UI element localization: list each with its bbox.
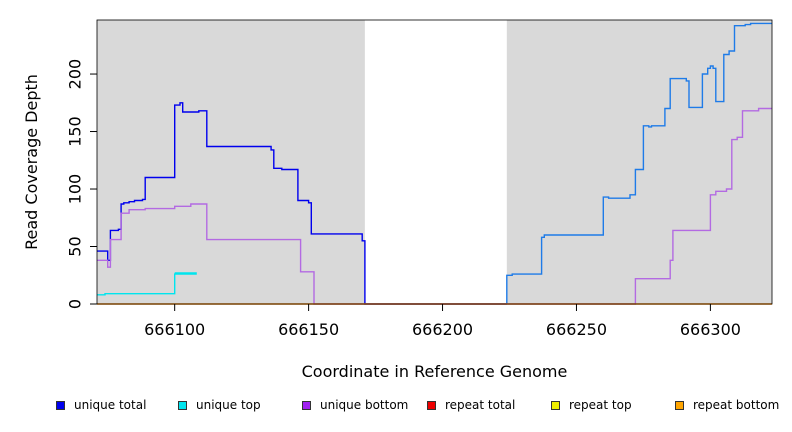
y-tick-label: 150 bbox=[66, 116, 85, 147]
legend-swatch-repeat-bottom bbox=[675, 400, 684, 410]
legend-label-unique-top: unique top bbox=[196, 398, 261, 412]
legend-item-repeat-total: repeat total bbox=[427, 398, 515, 412]
legend-item-unique-bottom: unique bottom bbox=[302, 398, 408, 412]
legend-swatch-repeat-top bbox=[551, 400, 560, 410]
series-line-unique-top bbox=[97, 272, 197, 296]
legend-swatch-unique-total bbox=[56, 400, 65, 410]
legend-label-unique-bottom: unique bottom bbox=[320, 398, 409, 412]
legend-swatch-unique-bottom bbox=[302, 400, 311, 410]
legend-swatch-unique-top bbox=[178, 400, 187, 410]
uncovered-region-0 bbox=[364, 20, 507, 304]
y-axis-title: Read Coverage Depth bbox=[22, 74, 41, 250]
coverage-chart: 666100 666150 666200 666250 666300 0 50 100 150… bbox=[22, 19, 773, 381]
legend: unique total unique top unique bottom re… bbox=[0, 398, 792, 420]
y-tick-label: 100 bbox=[66, 174, 85, 205]
legend-label-repeat-bottom: repeat bottom bbox=[693, 398, 780, 412]
x-tick-label: 666200 bbox=[412, 320, 473, 339]
y-tick-label: 200 bbox=[66, 59, 85, 90]
legend-label-repeat-total: repeat total bbox=[445, 398, 516, 412]
x-tick-label: 666300 bbox=[680, 320, 741, 339]
plot-frame bbox=[96, 19, 773, 305]
x-tick-label: 666250 bbox=[546, 320, 607, 339]
y-tick-label: 50 bbox=[66, 236, 85, 256]
legend-label-repeat-top: repeat top bbox=[569, 398, 632, 412]
y-tick-label: 0 bbox=[66, 299, 85, 309]
y-axis: 0 50 100 150 200 bbox=[66, 59, 97, 309]
x-tick-label: 666150 bbox=[278, 320, 339, 339]
legend-item-unique-top: unique top bbox=[178, 398, 261, 412]
x-axis-title: Coordinate in Reference Genome bbox=[302, 362, 568, 381]
series-line-unique-total-right-segment- bbox=[506, 22, 772, 304]
legend-label-unique-total: unique total bbox=[74, 398, 147, 412]
legend-item-repeat-top: repeat top bbox=[551, 398, 632, 412]
legend-item-repeat-bottom: repeat bottom bbox=[675, 398, 779, 412]
plot-background bbox=[97, 20, 772, 304]
legend-item-unique-total: unique total bbox=[56, 398, 146, 412]
x-axis: 666100 666150 666200 666250 666300 bbox=[144, 304, 741, 339]
legend-swatch-repeat-total bbox=[427, 400, 436, 410]
x-tick-label: 666100 bbox=[144, 320, 205, 339]
